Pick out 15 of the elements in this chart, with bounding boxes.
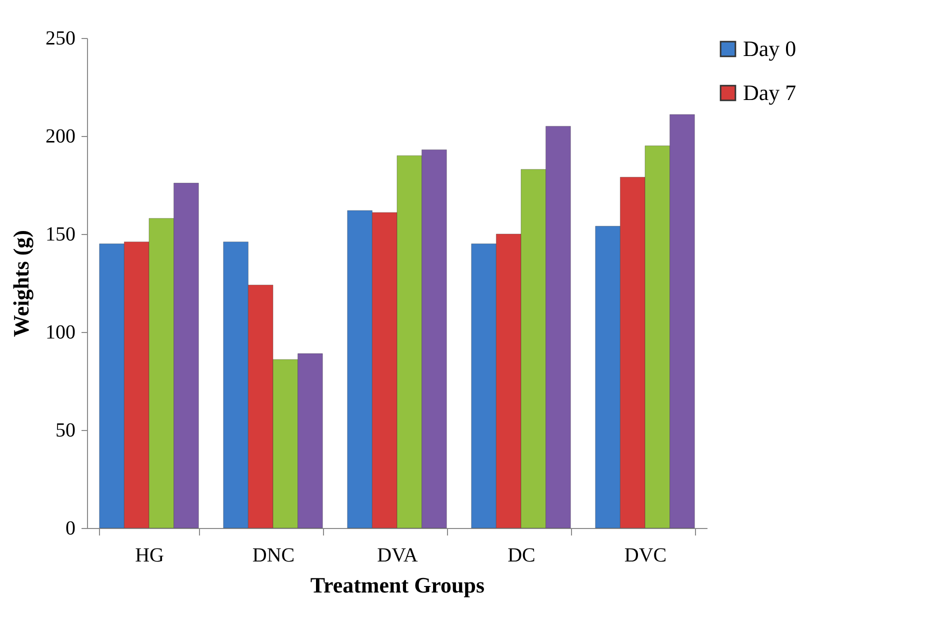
x-tick-label: DC: [508, 544, 536, 566]
x-tick-label: DVC: [624, 544, 667, 566]
x-tick-label: DNC: [252, 544, 295, 566]
y-tick-label: 100: [46, 322, 76, 344]
legend-label: Day 7: [743, 80, 796, 105]
legend-label: Day 0: [743, 36, 796, 61]
y-tick-label: 250: [46, 28, 76, 50]
x-axis-title: Treatment Groups: [310, 572, 486, 598]
x-tick-label: HG: [135, 544, 164, 566]
y-tick-label: 200: [46, 126, 76, 148]
y-tick-label: 50: [56, 420, 76, 442]
y-tick-label: 150: [46, 224, 76, 246]
y-tick-label: 0: [66, 518, 76, 540]
x-tick-label: DVA: [377, 544, 418, 566]
y-axis-title: Weights (g): [8, 230, 34, 337]
